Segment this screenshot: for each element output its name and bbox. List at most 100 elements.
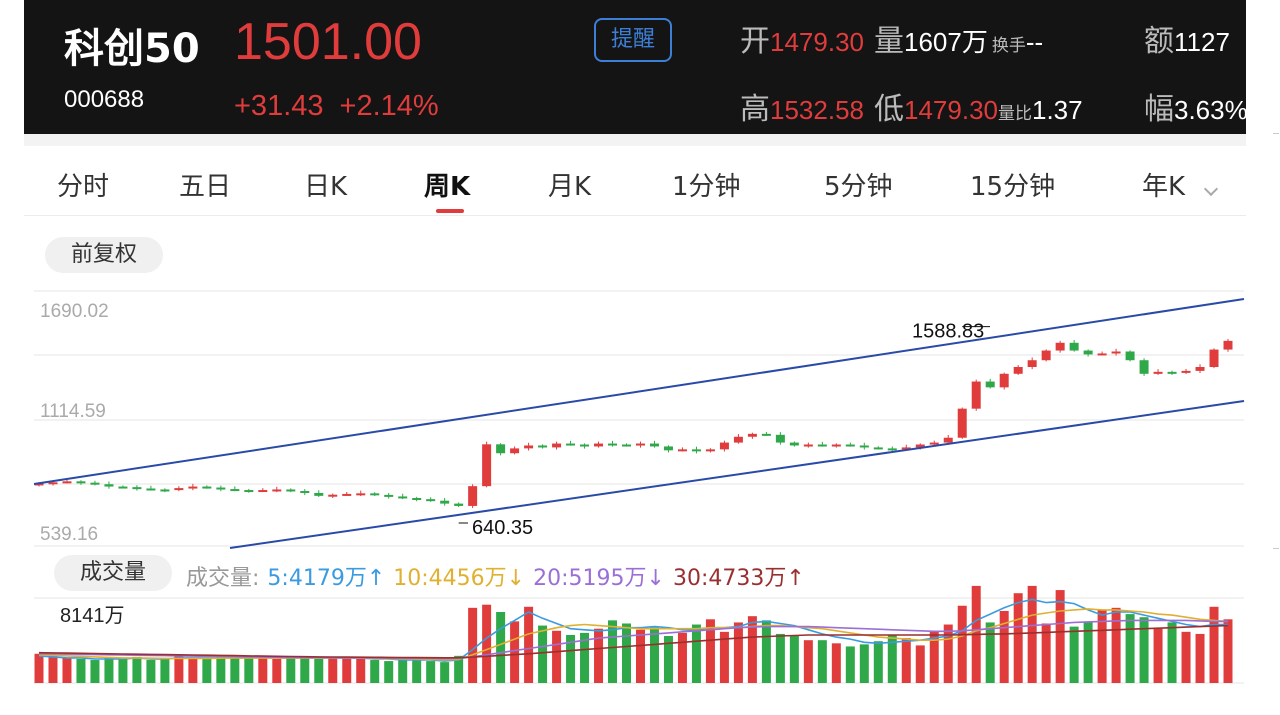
volume-bar bbox=[230, 657, 240, 683]
candle-body bbox=[48, 482, 58, 485]
candle-body bbox=[594, 443, 604, 447]
candle-body bbox=[90, 482, 100, 485]
candle-body bbox=[943, 437, 953, 443]
stat-amount: 额1127 bbox=[1144, 24, 1230, 59]
tab-yearly-k[interactable]: 年K bbox=[1142, 172, 1186, 202]
candle-body bbox=[929, 442, 939, 445]
volume-bar bbox=[733, 622, 743, 683]
volume-bar bbox=[943, 624, 953, 683]
volume-bar bbox=[580, 632, 590, 683]
volume-bar bbox=[174, 655, 184, 683]
volume-bar bbox=[1041, 623, 1051, 683]
period-tabs: 分时 五日 日K 周K 月K 1分钟 5分钟 15分钟 年K bbox=[24, 134, 1246, 216]
annotation-high-label: 1588.83 bbox=[912, 321, 984, 343]
candle-body bbox=[1209, 349, 1219, 368]
edge-marker bbox=[1273, 548, 1279, 549]
candle-body bbox=[677, 449, 687, 452]
candle-body bbox=[160, 489, 170, 492]
tab-15-minute[interactable]: 15分钟 bbox=[970, 172, 1056, 202]
candle-body bbox=[482, 444, 492, 487]
volume-bar bbox=[566, 634, 576, 683]
volume-bars: 8141万 bbox=[34, 585, 1233, 683]
volume-bar bbox=[398, 658, 408, 683]
candle-body bbox=[1069, 342, 1079, 351]
tab-five-day[interactable]: 五日 bbox=[179, 172, 232, 202]
tab-intraday[interactable]: 分时 bbox=[57, 172, 110, 202]
volume-bar bbox=[1139, 617, 1149, 683]
ma30-line bbox=[38, 624, 1229, 659]
volume-bar bbox=[510, 621, 520, 683]
candle-body bbox=[971, 381, 981, 409]
volume-bar bbox=[957, 605, 967, 683]
volume-bar bbox=[761, 620, 771, 683]
annotation-low-label: 640.35 bbox=[472, 517, 533, 539]
volume-bar bbox=[188, 658, 198, 683]
candle-body bbox=[384, 494, 394, 497]
candle-body bbox=[370, 493, 380, 496]
volume-bar bbox=[1027, 585, 1037, 683]
volume-bar bbox=[384, 661, 394, 683]
current-price: 1501.00 bbox=[234, 13, 422, 71]
candle-body bbox=[328, 494, 338, 497]
volume-bar bbox=[635, 629, 645, 683]
candle-body bbox=[202, 486, 212, 489]
volume-bar bbox=[677, 632, 687, 683]
change-percent: +2.14% bbox=[339, 90, 439, 122]
trend-channel bbox=[33, 298, 1245, 549]
quote-header: 科创50 1501.00 000688 +31.43 +2.14% 提醒 开147… bbox=[24, 0, 1246, 134]
tab-1-minute[interactable]: 1分钟 bbox=[672, 172, 741, 202]
candle-body bbox=[1167, 371, 1177, 374]
volume-bar bbox=[1209, 606, 1219, 683]
candle-body bbox=[244, 490, 254, 493]
volume-bar bbox=[1111, 607, 1121, 683]
remind-button[interactable]: 提醒 bbox=[594, 18, 672, 62]
volume-bar bbox=[258, 657, 268, 683]
candle-body bbox=[873, 447, 883, 450]
volume-indicator-button[interactable]: 成交量 bbox=[54, 555, 172, 591]
ma20-legend: 20:5195万↓ bbox=[533, 566, 665, 591]
candle-body bbox=[426, 499, 436, 502]
tab-monthly-k[interactable]: 月K bbox=[548, 172, 592, 202]
volume-bar bbox=[104, 657, 114, 683]
candle-body bbox=[1223, 340, 1233, 350]
volume-bar bbox=[552, 630, 562, 683]
volume-bar bbox=[1055, 590, 1065, 683]
volume-bar bbox=[1013, 593, 1023, 683]
volume-bar bbox=[426, 661, 436, 683]
volume-bar bbox=[803, 640, 813, 683]
volume-bar bbox=[356, 658, 366, 683]
stock-name: 科创50 bbox=[64, 26, 200, 72]
tab-daily-k[interactable]: 日K bbox=[304, 172, 348, 202]
candle-body bbox=[831, 444, 841, 447]
candle-body bbox=[146, 488, 156, 491]
volume-bar bbox=[901, 638, 911, 683]
tab-5-minute[interactable]: 5分钟 bbox=[824, 172, 893, 202]
candle-body bbox=[789, 442, 799, 446]
candle-body bbox=[580, 444, 590, 447]
candle-body bbox=[845, 444, 855, 447]
tab-weekly-k[interactable]: 周K bbox=[424, 172, 471, 202]
candle-body bbox=[216, 487, 226, 490]
volume-bar bbox=[76, 658, 86, 683]
candle-body bbox=[342, 493, 352, 496]
volume-bar bbox=[454, 655, 464, 683]
volume-bar bbox=[1167, 622, 1177, 683]
ma30-legend: 30:4733万↑ bbox=[672, 566, 805, 591]
volume-bar bbox=[873, 641, 883, 683]
candle-body bbox=[412, 497, 422, 500]
volume-bar bbox=[1181, 631, 1191, 683]
candle-body bbox=[887, 448, 897, 451]
candle-body bbox=[132, 487, 142, 490]
candle-body bbox=[608, 443, 618, 446]
candle-body bbox=[1055, 342, 1065, 351]
chart-labels: 1690.02 1114.59 539.16 1588.83 640.35 bbox=[40, 301, 990, 545]
adjust-mode-button[interactable]: 前复权 bbox=[45, 237, 163, 273]
volume-max-label: 8141万 bbox=[60, 605, 125, 627]
candle-body bbox=[1111, 351, 1121, 354]
candle-body bbox=[496, 444, 506, 454]
candle-body bbox=[817, 444, 827, 447]
volume-legend-title: 成交量: bbox=[186, 566, 260, 591]
candle-body bbox=[775, 434, 785, 443]
